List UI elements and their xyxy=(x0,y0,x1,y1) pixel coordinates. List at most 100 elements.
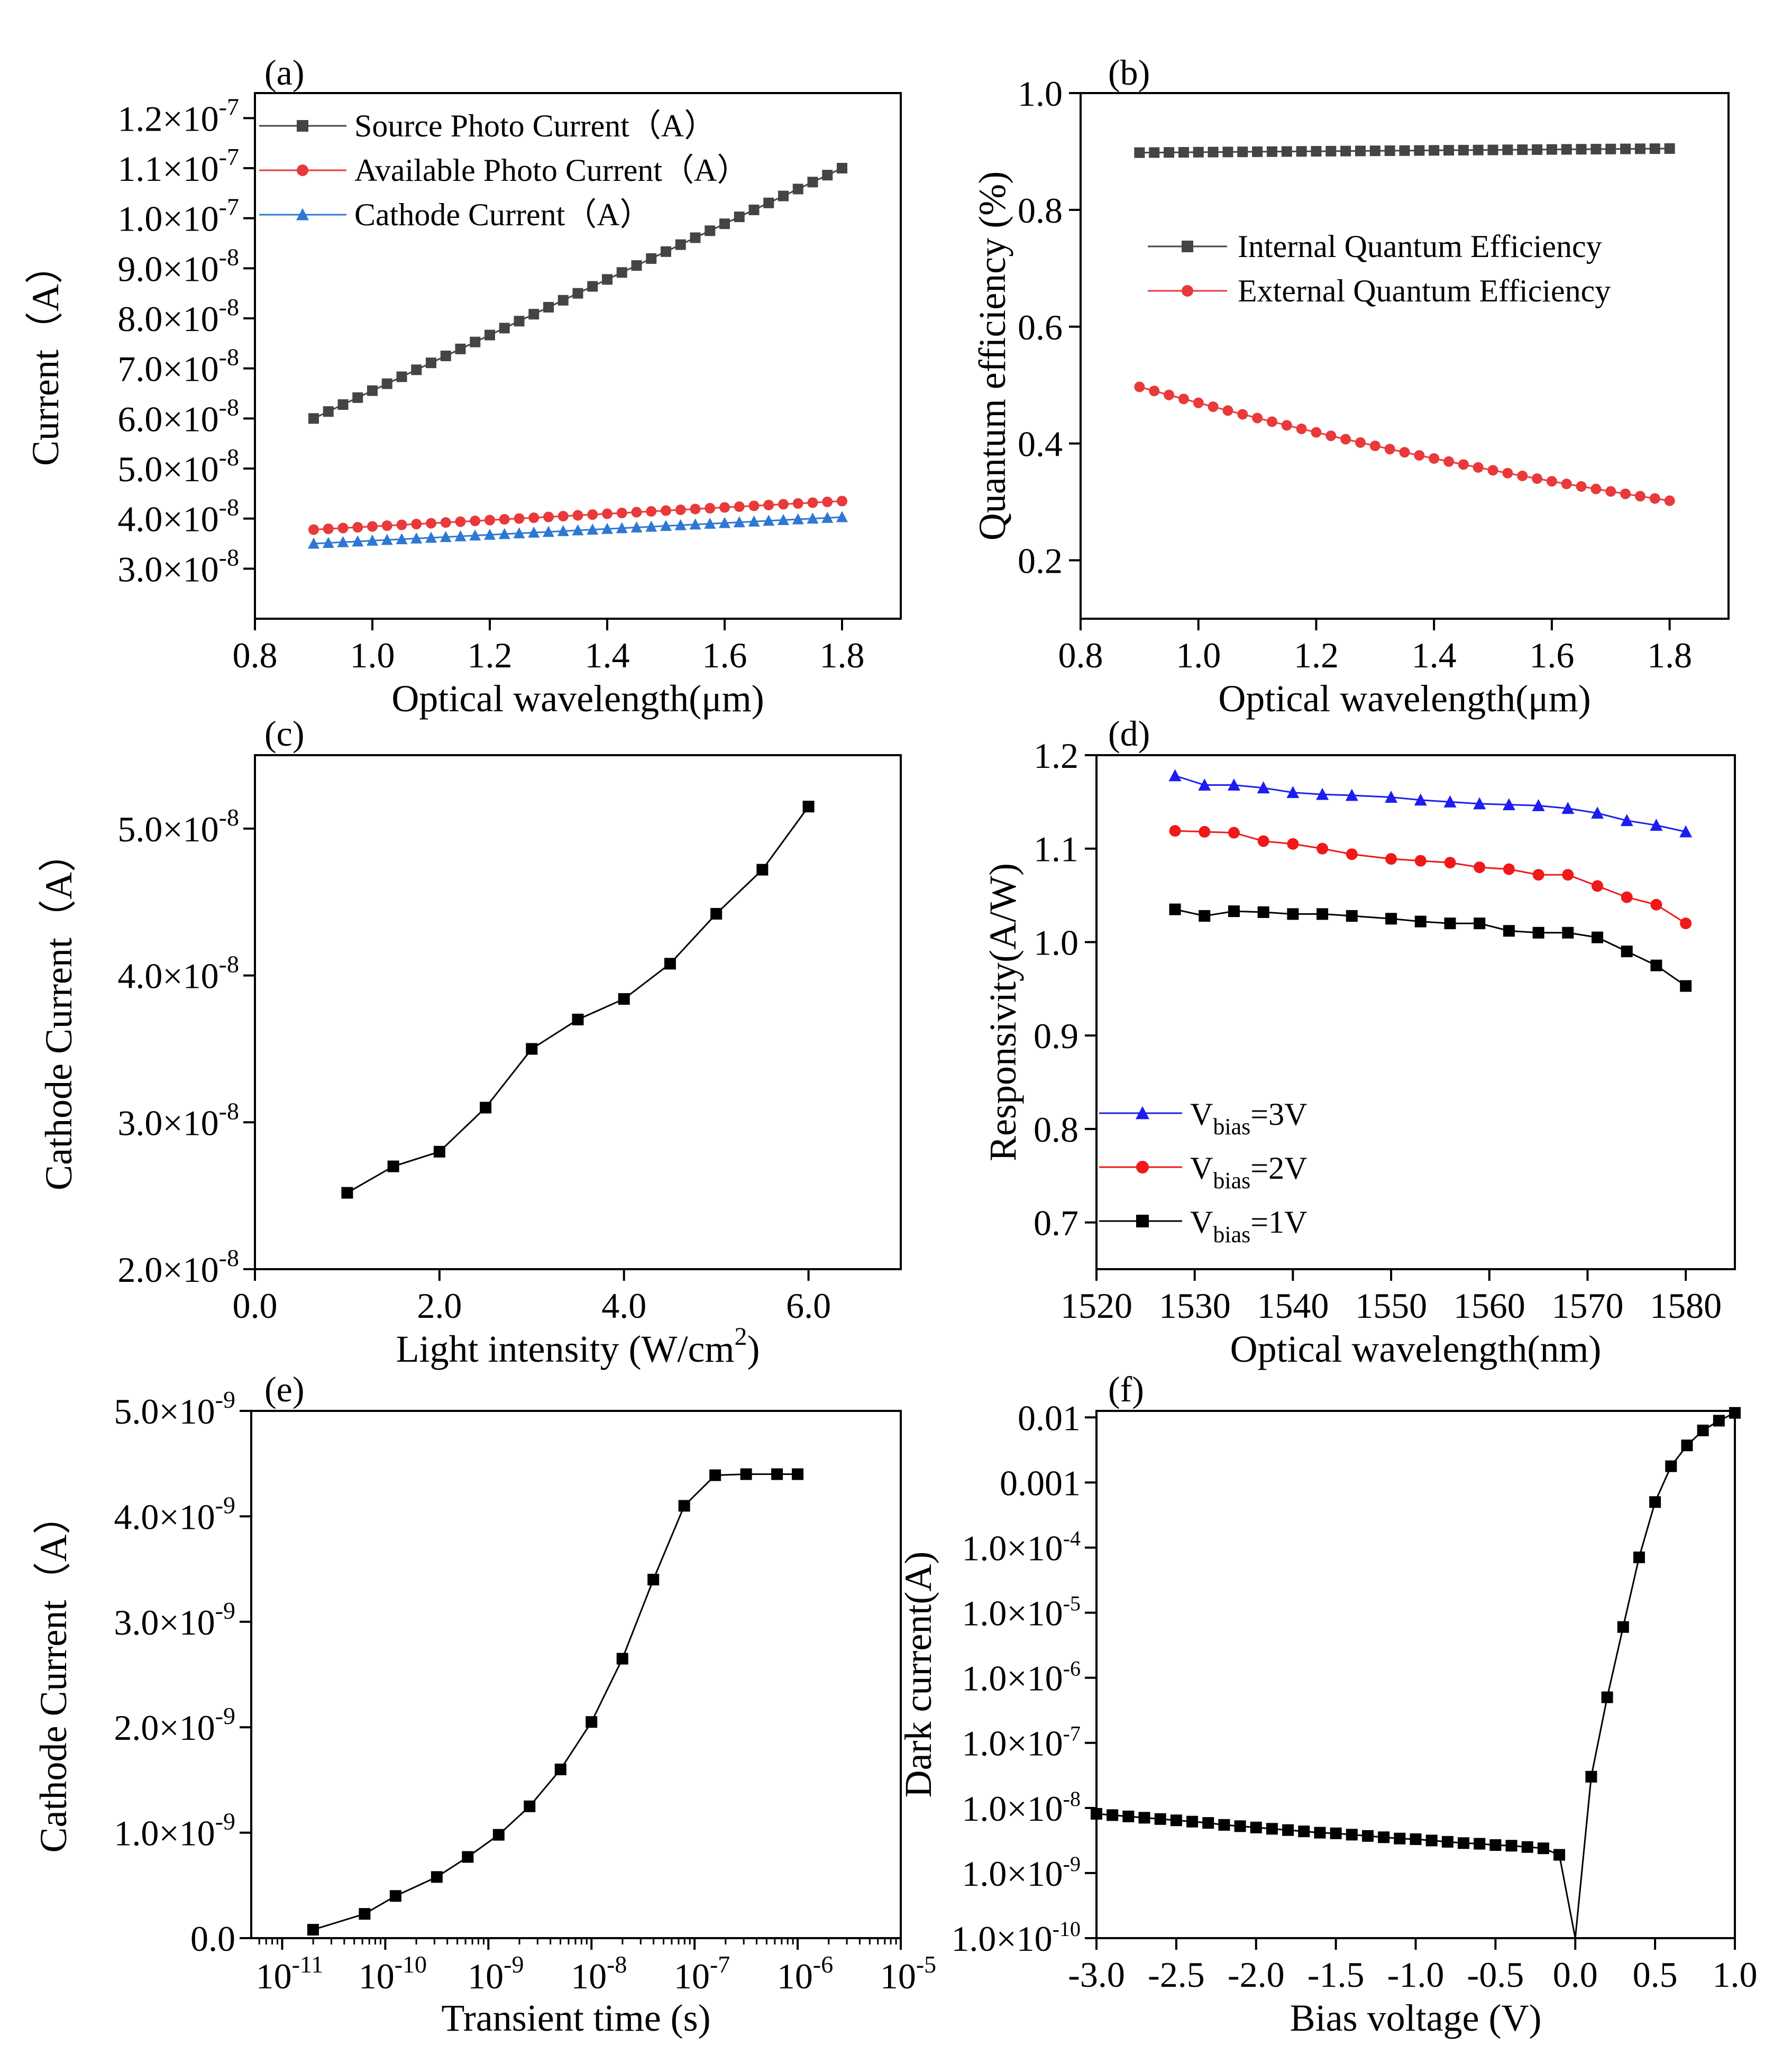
y-tick-label: 0.01 xyxy=(1018,1398,1081,1438)
data-point xyxy=(440,351,451,361)
data-point xyxy=(1266,416,1277,427)
data-point xyxy=(1546,144,1557,155)
data-point xyxy=(426,518,436,529)
data-point xyxy=(1620,488,1631,499)
chart-c: 0.0 2.0 4.0 6.0 2.0×10-8 3.0×10-8 4.0×10-8 5.0×… xyxy=(38,713,902,1370)
data-point xyxy=(1345,788,1358,801)
chart-e: 10-11 10-10 10-9 10-8 10-7 10-6 10-5 0.0 1.0×10-… xyxy=(32,1369,936,2039)
x-tick-label: 1540 xyxy=(1257,1286,1329,1326)
data-point xyxy=(381,534,393,545)
data-point xyxy=(1546,476,1557,487)
x-tick-label: 1530 xyxy=(1159,1286,1231,1326)
legend-marker xyxy=(297,164,308,176)
data-point xyxy=(1385,791,1398,803)
legend-marker xyxy=(1136,1106,1149,1120)
data-point xyxy=(1649,493,1660,504)
x-tick-label: 0.0 xyxy=(1553,1955,1598,1995)
x-tick-label: -2.0 xyxy=(1228,1955,1285,1995)
x-axis-label: Optical wavelength(μm) xyxy=(391,677,764,720)
data-point xyxy=(440,517,451,528)
panel-label: (f) xyxy=(1108,1369,1144,1409)
legend-label: Available Photo Current（A） xyxy=(354,153,748,188)
data-point xyxy=(1521,1841,1533,1853)
legend-marker xyxy=(297,120,308,132)
data-point xyxy=(1585,1771,1597,1783)
data-point xyxy=(1384,444,1395,455)
data-point xyxy=(1266,1823,1278,1835)
data-point xyxy=(1489,1839,1502,1851)
y-tick-label: 1.0×10-4 xyxy=(962,1526,1081,1568)
data-point xyxy=(756,864,769,876)
data-point xyxy=(1502,467,1513,479)
data-point xyxy=(1228,905,1240,918)
data-point xyxy=(1228,827,1240,839)
data-point xyxy=(1286,786,1300,799)
data-point xyxy=(1444,857,1456,869)
data-point xyxy=(1473,462,1484,473)
x-tick-label: -1.5 xyxy=(1308,1955,1365,1995)
data-point xyxy=(616,1653,628,1665)
data-point xyxy=(631,507,642,518)
y-axis-label: Cathode Current（A） xyxy=(32,1497,75,1853)
chart-f: -3.0 -2.5 -2.0 -1.5 -1.0 -0.5 0.0 0.5 1.0 1.0×10-… xyxy=(897,1369,1758,2039)
data-point xyxy=(359,1908,371,1920)
data-point xyxy=(709,1469,721,1481)
data-point xyxy=(660,520,672,531)
y-axis-label: Dark current(A) xyxy=(897,1552,939,1798)
data-point xyxy=(514,513,525,524)
x-tick-label: 1.0 xyxy=(1176,635,1221,675)
data-point xyxy=(337,522,349,534)
data-point xyxy=(792,184,803,195)
data-point xyxy=(616,267,627,278)
data-point xyxy=(352,535,364,547)
data-point xyxy=(1697,1424,1709,1436)
data-point xyxy=(1199,910,1211,922)
y-tick-label: 5.0×10-9 xyxy=(114,1386,235,1432)
data-point xyxy=(1487,465,1498,476)
data-point xyxy=(1227,778,1240,791)
data-point xyxy=(1444,918,1456,930)
data-point xyxy=(1634,143,1645,154)
data-point xyxy=(1561,802,1575,814)
data-point xyxy=(1281,146,1292,157)
data-point xyxy=(1369,145,1380,157)
data-point xyxy=(514,316,525,327)
y-tick-label: 4.0×10-9 xyxy=(114,1491,235,1537)
data-point xyxy=(1576,481,1587,492)
plot-frame xyxy=(1080,92,1730,620)
data-point xyxy=(396,533,408,545)
data-point xyxy=(431,1871,443,1883)
data-point xyxy=(719,517,730,528)
y-tick-label: 1.0×10-9 xyxy=(114,1808,235,1854)
data-point xyxy=(1346,1829,1358,1841)
data-point xyxy=(337,399,349,410)
y-tick-label: 8.0×10-8 xyxy=(117,293,239,339)
data-point xyxy=(1154,1813,1166,1825)
data-point xyxy=(543,301,554,313)
data-point xyxy=(469,529,481,541)
data-point xyxy=(836,511,848,522)
x-tick-label: 10-6 xyxy=(777,1951,833,1996)
data-point xyxy=(1590,143,1602,154)
data-point xyxy=(308,537,319,549)
data-point xyxy=(763,500,774,511)
data-point xyxy=(352,392,363,403)
series-line xyxy=(1139,386,1670,502)
y-tick-label: 0.0 xyxy=(190,1919,235,1959)
data-point xyxy=(1620,814,1633,827)
data-point xyxy=(1425,1834,1438,1847)
x-tick-label: 10-10 xyxy=(359,1951,427,1996)
y-tick-label: 1.0×10-5 xyxy=(962,1592,1081,1634)
plot-frame xyxy=(254,92,902,620)
y-tick-label: 1.0×10-7 xyxy=(117,194,239,239)
data-point xyxy=(1474,918,1486,930)
data-point xyxy=(664,958,676,970)
data-point xyxy=(1178,393,1189,405)
data-point xyxy=(433,1145,445,1158)
data-point xyxy=(1311,427,1322,438)
data-point xyxy=(792,513,804,525)
data-point xyxy=(1680,980,1692,992)
data-point xyxy=(1287,908,1299,920)
x-tick-label: 1570 xyxy=(1551,1286,1623,1326)
data-point xyxy=(1503,863,1515,875)
